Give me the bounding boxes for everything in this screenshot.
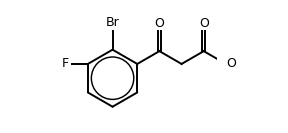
Text: O: O xyxy=(227,57,236,70)
Text: Br: Br xyxy=(106,16,120,29)
Text: O: O xyxy=(154,17,164,30)
Text: O: O xyxy=(199,17,209,30)
Text: F: F xyxy=(62,57,69,70)
